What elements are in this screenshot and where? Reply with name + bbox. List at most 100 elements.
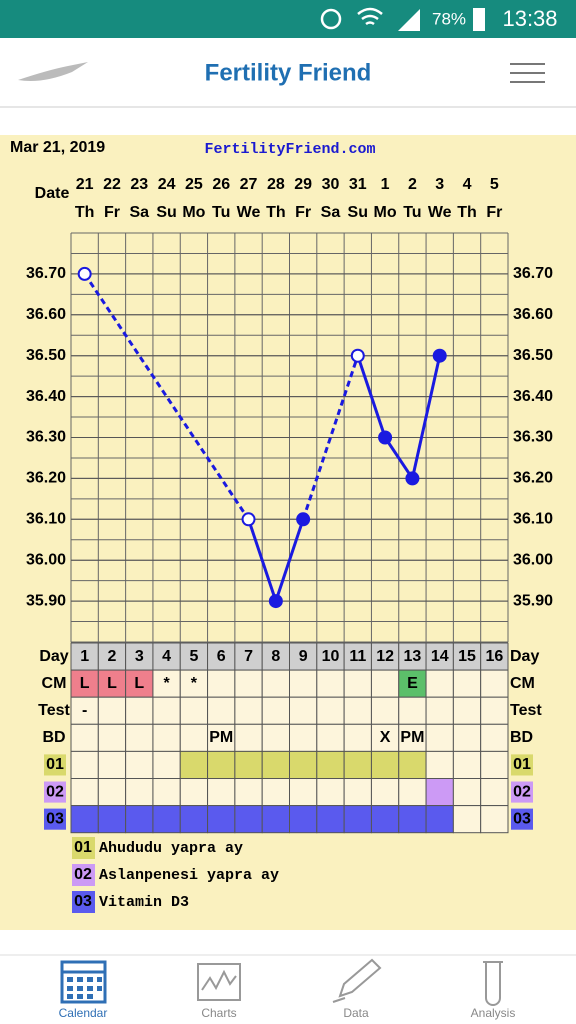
cell-text: PM: [400, 729, 424, 746]
chart-date: Mar 21, 2019: [10, 139, 105, 156]
supplement-badge: [511, 808, 533, 830]
y-tick-label: 36.60: [513, 306, 553, 323]
cell: [343, 805, 372, 834]
weekday-label: We: [428, 204, 452, 221]
calendar-tab[interactable]: Calendar: [59, 960, 108, 1020]
cell: [316, 723, 345, 752]
cell: [370, 723, 400, 752]
cell-text: L: [107, 675, 117, 692]
wifi-icon: [357, 7, 383, 26]
cell: [425, 669, 454, 698]
battery-icon: [473, 8, 485, 31]
cell: [179, 669, 209, 698]
temp-point: [378, 430, 393, 445]
row-label: Day: [39, 648, 68, 665]
date-label: 28: [267, 176, 285, 193]
cell: [261, 778, 290, 807]
cell: [289, 696, 318, 725]
legend-code: 03: [74, 893, 92, 910]
cell: [398, 805, 427, 834]
weekday-label: Mo: [182, 204, 205, 221]
date-label: Date: [35, 185, 70, 202]
cell: [425, 696, 454, 725]
cell: [207, 805, 236, 834]
date-label: 26: [212, 176, 230, 193]
cell: [343, 778, 372, 807]
day-number: 8: [271, 648, 280, 665]
cell: [289, 805, 318, 834]
cell: [452, 778, 482, 807]
cell: [261, 750, 290, 780]
status-bar: [0, 0, 576, 38]
charts-tab[interactable]: Charts: [197, 963, 241, 1020]
cell: [97, 669, 127, 698]
cell: [97, 805, 127, 834]
cell: [480, 723, 509, 752]
menu-button[interactable]: [510, 63, 545, 83]
connector: [383, 436, 414, 480]
cell: [398, 642, 427, 671]
weekday-label: Tu: [403, 204, 421, 221]
cell: [480, 805, 509, 834]
app-logo[interactable]: [18, 62, 88, 81]
supplement-badge: [511, 754, 533, 776]
cell: [207, 778, 236, 807]
day-number: 16: [485, 648, 503, 665]
y-tick-label: 36.00: [513, 551, 553, 568]
cell: [398, 750, 427, 780]
cell: [234, 669, 263, 698]
cell: [289, 669, 318, 698]
cell: [152, 669, 181, 698]
cell: [261, 805, 290, 834]
weekday-label: Fr: [104, 204, 120, 221]
cell: [234, 696, 263, 725]
cell: [125, 696, 154, 725]
legend-name: Aslanpenesi yapra ay: [99, 867, 279, 884]
cell: [125, 723, 154, 752]
cell: [425, 778, 454, 807]
day-number: 11: [349, 648, 366, 665]
cell: [370, 778, 400, 807]
cell: [261, 696, 290, 725]
y-tick-label: 36.60: [26, 306, 66, 323]
date-label: 21: [76, 176, 94, 193]
date-label: 22: [103, 176, 121, 193]
cell: [289, 723, 318, 752]
date-label: 5: [490, 176, 499, 193]
cell: [207, 723, 236, 752]
day-number: 3: [135, 648, 144, 665]
row-label: 01: [513, 756, 531, 773]
row-label: Day: [510, 648, 539, 665]
cell: [70, 642, 99, 671]
cell: [70, 669, 99, 698]
day-number: 15: [458, 648, 476, 665]
date-label: 27: [240, 176, 258, 193]
date-label: 30: [322, 176, 340, 193]
cell: [125, 750, 154, 780]
row-label: Test: [510, 702, 542, 719]
cell: [343, 642, 372, 671]
weekday-label: Th: [457, 204, 477, 221]
day-number: 5: [189, 648, 198, 665]
connector: [274, 518, 305, 602]
cell: [234, 805, 263, 834]
row-label: 03: [46, 810, 64, 827]
cell: [480, 696, 509, 725]
day-number: 2: [108, 648, 117, 665]
cell: [370, 669, 400, 698]
cell: [480, 642, 509, 671]
cell: [370, 696, 400, 725]
data-tab[interactable]: Data: [332, 958, 382, 1020]
connector: [301, 355, 360, 520]
cell: [152, 778, 181, 807]
cell: [480, 669, 509, 698]
legend-code: 02: [74, 866, 92, 883]
cell: [97, 723, 127, 752]
cell: [261, 669, 290, 698]
cell: [480, 778, 509, 807]
analysis-tab[interactable]: Analysis: [471, 961, 516, 1020]
cell: [398, 778, 427, 807]
cell: [234, 778, 263, 807]
